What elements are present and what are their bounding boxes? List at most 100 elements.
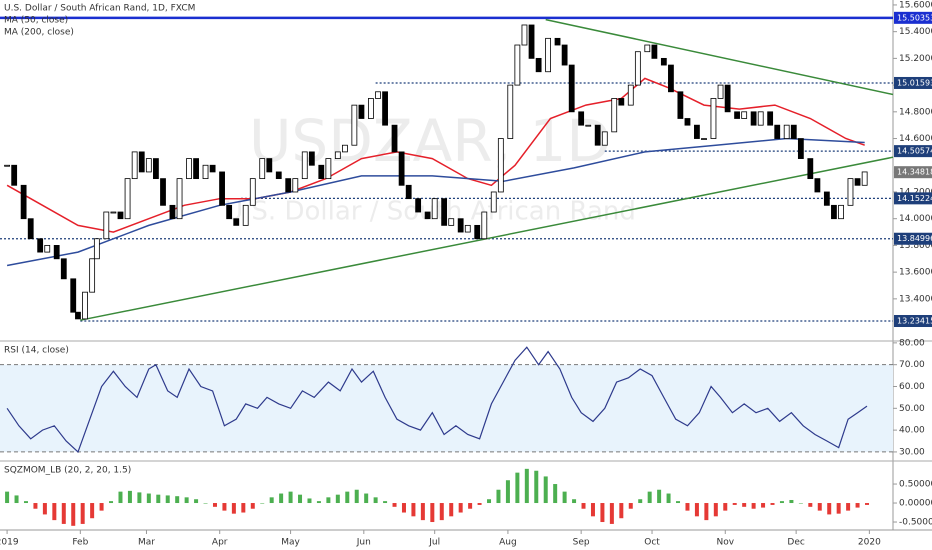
candle [124, 178, 131, 220]
level-label-box [894, 11, 932, 24]
candle [757, 111, 764, 126]
y-tick-label: 14.00000 [899, 214, 932, 224]
candle [292, 178, 299, 193]
candle [497, 138, 504, 193]
candle [301, 151, 308, 180]
candle [585, 124, 592, 127]
x-tick-label: Mar [138, 538, 155, 548]
momentum-bar [657, 489, 662, 504]
candle [242, 204, 249, 226]
x-tick-label: May [281, 538, 300, 548]
momentum-bar [33, 503, 38, 509]
candle [89, 258, 96, 293]
candle [514, 44, 521, 86]
candle [724, 84, 731, 113]
momentum-bar [732, 503, 737, 505]
candle [861, 171, 868, 186]
candle [169, 204, 176, 220]
candle [627, 84, 634, 106]
candle [37, 238, 44, 253]
candle [545, 37, 551, 73]
moving-average [6, 137, 865, 267]
panel-title: U.S. Dollar / South African Rand, 1D, FX… [4, 4, 195, 14]
momentum-bar [628, 503, 633, 509]
momentum-bar [146, 493, 151, 504]
momentum-bar [534, 470, 539, 504]
candle [275, 171, 282, 180]
candle [110, 211, 117, 214]
legend-entry: MA (50, close) [4, 16, 68, 26]
candle [660, 57, 667, 66]
level-label-box [894, 166, 932, 179]
candle [44, 245, 51, 253]
momentum-bar [203, 503, 208, 504]
momentum-bar [751, 503, 756, 509]
momentum-bar [373, 497, 378, 504]
momentum-bar [666, 493, 671, 504]
momentum-bar [685, 503, 690, 511]
momentum-bar [109, 501, 114, 504]
candle [368, 98, 374, 119]
momentum-bar [543, 476, 548, 504]
momentum-bar [779, 501, 784, 504]
x-tick-label: Dec [787, 538, 804, 548]
level-label-box [894, 192, 932, 205]
y-tick-label: 15.20000 [899, 54, 932, 64]
momentum-bar [90, 503, 95, 519]
candle [568, 64, 575, 113]
candle [308, 151, 315, 166]
y-tick-label: 15.40000 [899, 27, 932, 37]
trendline [545, 18, 894, 96]
rsi-band [0, 364, 893, 452]
candle [351, 104, 358, 146]
momentum-bar [590, 503, 595, 517]
candle [601, 131, 608, 146]
candle [193, 158, 199, 180]
momentum-bar [269, 497, 274, 504]
candle [701, 138, 707, 140]
momentum-bar [562, 491, 567, 504]
candle [219, 171, 225, 206]
candle [710, 98, 717, 139]
momentum-bar [137, 492, 142, 504]
candle [391, 124, 398, 153]
momentum-bar [704, 503, 709, 521]
momentum-bar [194, 499, 199, 504]
candle [717, 84, 724, 99]
momentum-bar [430, 503, 435, 523]
momentum-bar [42, 503, 47, 515]
candle [375, 91, 381, 99]
momentum-bar [411, 503, 416, 517]
momentum-bar [326, 497, 331, 504]
candle [382, 91, 388, 126]
legend-entry: MA (200, close) [4, 28, 74, 38]
momentum-bar [865, 503, 870, 505]
momentum-bar [855, 503, 860, 508]
candle [138, 151, 145, 173]
momentum-bar [231, 503, 236, 514]
momentum-bar [335, 494, 340, 504]
candle [521, 24, 528, 46]
candle [334, 151, 341, 159]
level-label-box [894, 76, 932, 89]
x-tick-label: Feb [72, 538, 88, 548]
momentum-bar [156, 494, 161, 504]
candle [285, 178, 292, 193]
y-tick-label: 13.60000 [899, 268, 932, 278]
candle [259, 158, 266, 180]
momentum-bar [23, 501, 28, 504]
y-tick-label: 80.00 [899, 338, 925, 348]
candle [594, 124, 601, 146]
momentum-bar [458, 503, 463, 513]
momentum-bar [298, 494, 303, 504]
candle [266, 158, 273, 173]
momentum-bar [345, 491, 350, 504]
momentum-bar [420, 503, 425, 521]
x-tick-label: Sep [573, 538, 590, 548]
candle [145, 158, 152, 173]
candle [249, 178, 256, 206]
candle [823, 191, 830, 206]
momentum-bar [789, 499, 794, 504]
